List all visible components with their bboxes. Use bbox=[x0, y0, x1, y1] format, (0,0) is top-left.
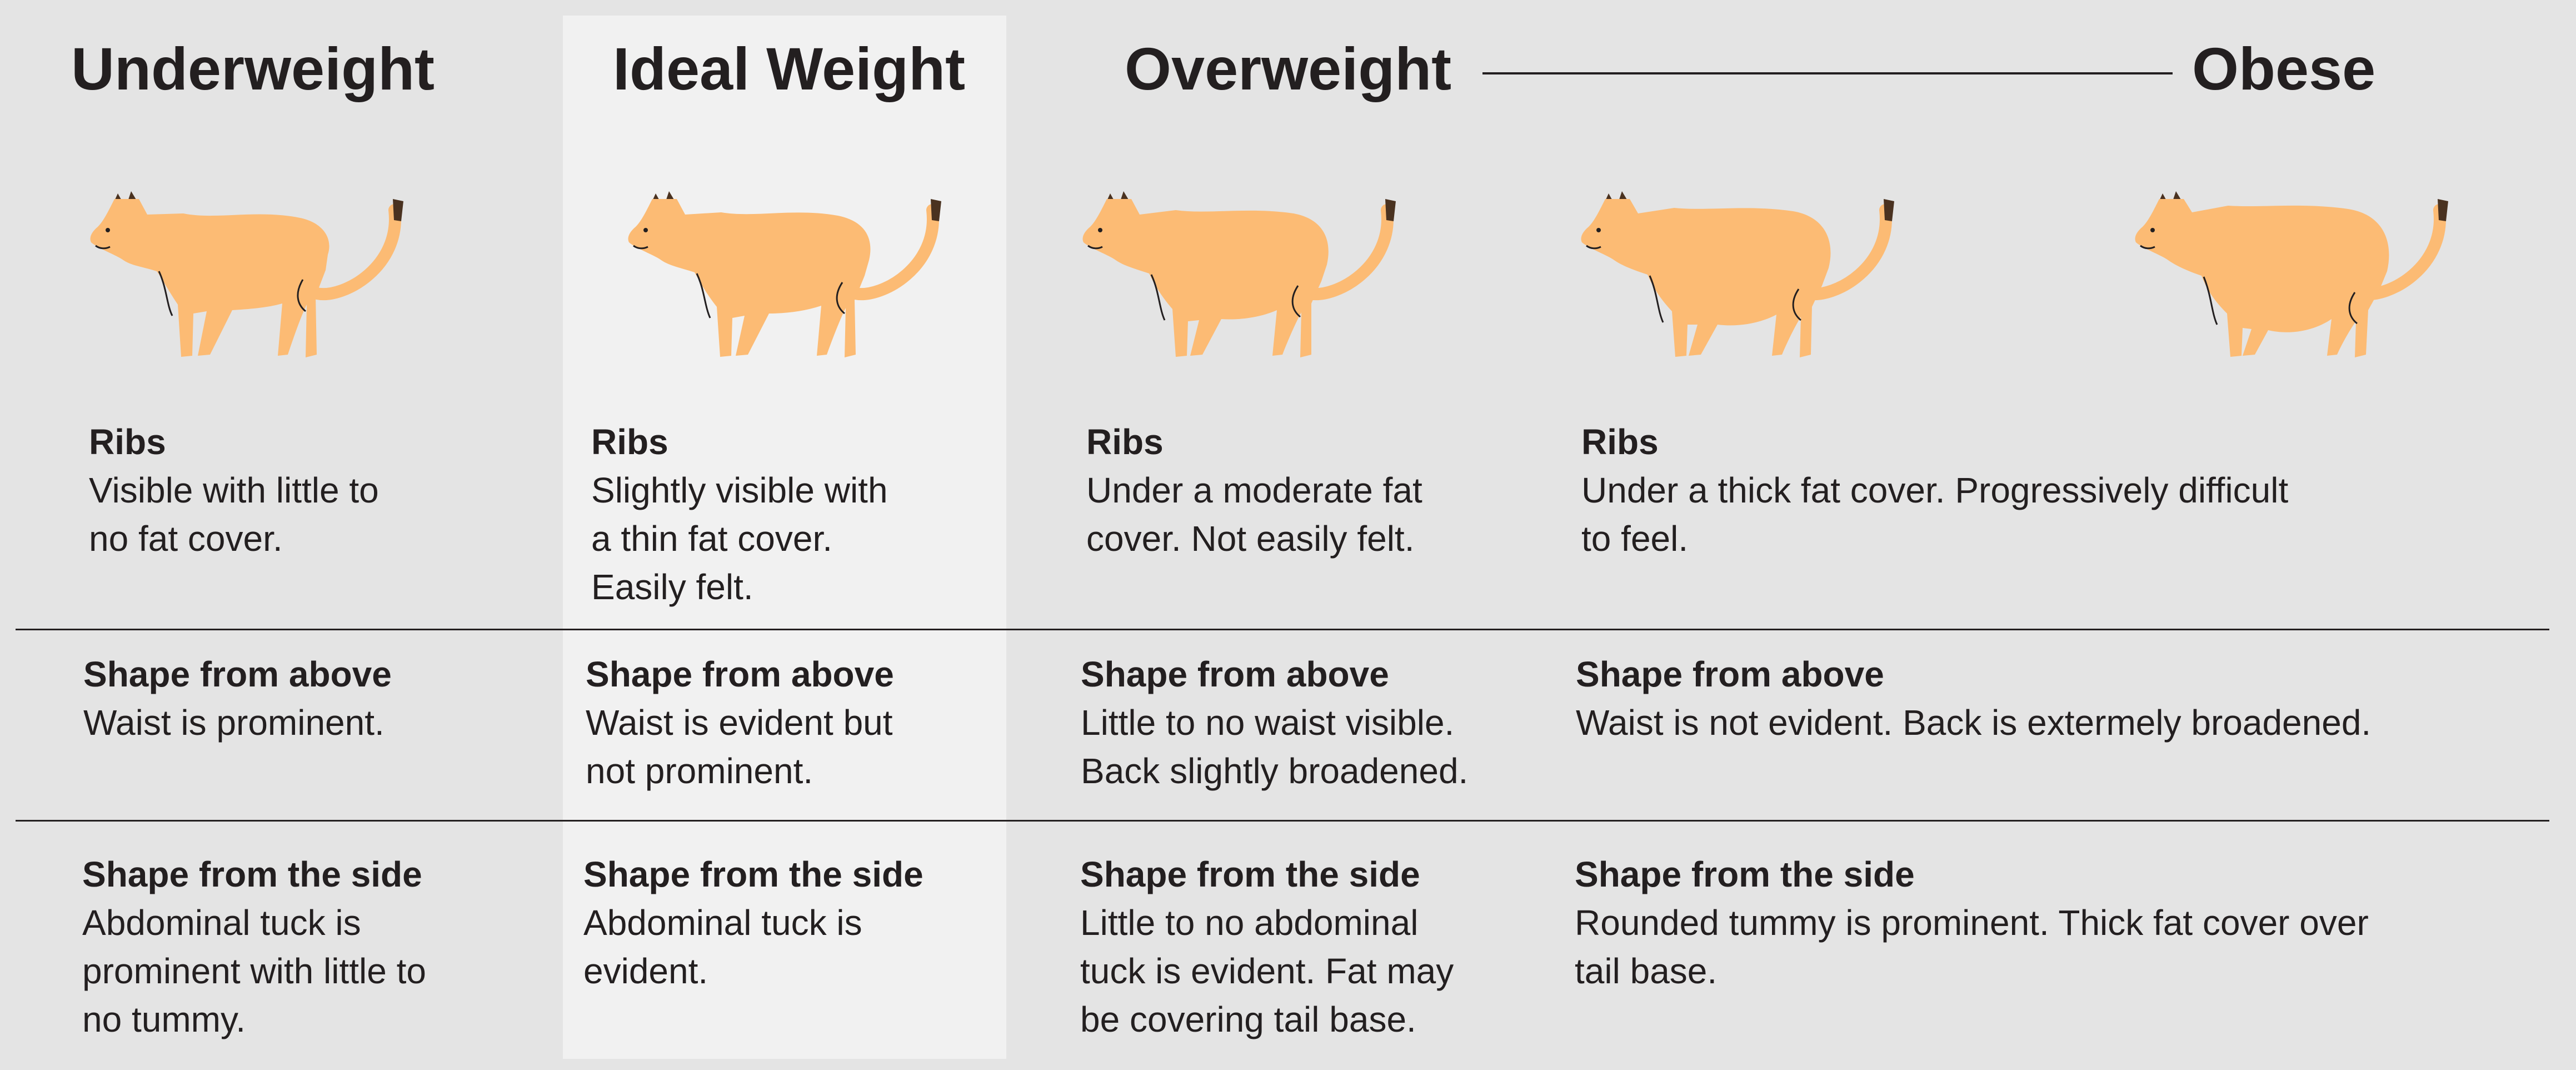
ribs-desc: Slightly visible with a thin fat cover. … bbox=[591, 470, 888, 607]
heading-ideal-weight: Ideal Weight bbox=[613, 35, 966, 102]
above-title: Shape from above bbox=[586, 654, 894, 694]
above-overweight: Shape from above Little to no waist visi… bbox=[1081, 650, 1468, 795]
ribs-underweight: Ribs Visible with little to no fat cover… bbox=[89, 418, 379, 563]
side-underweight: Shape from the side Abdominal tuck is pr… bbox=[82, 850, 426, 1044]
side-title: Shape from the side bbox=[1080, 854, 1420, 894]
above-title: Shape from above bbox=[1576, 654, 1884, 694]
side-obese: Shape from the side Rounded tummy is pro… bbox=[1575, 850, 2369, 996]
ribs-desc: Under a moderate fat cover. Not easily f… bbox=[1086, 470, 1422, 559]
above-ideal: Shape from above Waist is evident but no… bbox=[586, 650, 894, 795]
heading-underweight: Underweight bbox=[71, 35, 435, 102]
above-obese: Shape from above Waist is not evident. B… bbox=[1576, 650, 2371, 747]
ribs-desc: Visible with little to no fat cover. bbox=[89, 470, 379, 559]
cat-obese-icon bbox=[2128, 177, 2473, 366]
row-divider bbox=[16, 629, 2549, 630]
side-overweight: Shape from the side Little to no abdomin… bbox=[1080, 850, 1454, 1044]
side-title: Shape from the side bbox=[583, 854, 923, 894]
side-desc: Rounded tummy is prominent. Thick fat co… bbox=[1575, 903, 2369, 991]
ribs-title: Ribs bbox=[1086, 422, 1164, 462]
ribs-title: Ribs bbox=[591, 422, 668, 462]
overweight-to-obese-range-line bbox=[1482, 72, 2173, 74]
ribs-overweight: Ribs Under a moderate fat cover. Not eas… bbox=[1086, 418, 1422, 563]
above-underweight: Shape from above Waist is prominent. bbox=[83, 650, 392, 747]
above-desc: Waist is prominent. bbox=[83, 703, 385, 743]
heading-obese: Obese bbox=[2192, 35, 2376, 102]
side-title: Shape from the side bbox=[1575, 854, 1915, 894]
above-desc: Waist is evident but not prominent. bbox=[586, 703, 893, 791]
above-title: Shape from above bbox=[83, 654, 392, 694]
ribs-title: Ribs bbox=[89, 422, 166, 462]
side-title: Shape from the side bbox=[82, 854, 422, 894]
side-desc: Little to no abdominal tuck is evident. … bbox=[1080, 903, 1454, 1039]
ribs-desc: Under a thick fat cover. Progressively d… bbox=[1581, 470, 2289, 559]
cat-underweight-icon bbox=[83, 177, 428, 366]
heading-overweight: Overweight bbox=[1125, 35, 1452, 102]
cat-ideal-icon bbox=[621, 177, 966, 366]
side-desc: Abdominal tuck is prominent with little … bbox=[82, 903, 426, 1039]
above-desc: Little to no waist visible. Back slightl… bbox=[1081, 703, 1469, 791]
cat-overweight-icon bbox=[1076, 177, 1420, 366]
ideal-weight-column-highlight bbox=[563, 16, 1006, 1059]
ribs-obese: Ribs Under a thick fat cover. Progressiv… bbox=[1581, 418, 2288, 563]
above-desc: Waist is not evident. Back is extermely … bbox=[1576, 703, 2372, 743]
cat-overweight-heavy-icon bbox=[1574, 177, 1919, 366]
side-ideal: Shape from the side Abdominal tuck is ev… bbox=[583, 850, 923, 996]
side-desc: Abdominal tuck is evident. bbox=[583, 903, 862, 991]
ribs-title: Ribs bbox=[1581, 422, 1659, 462]
above-title: Shape from above bbox=[1081, 654, 1389, 694]
row-divider bbox=[16, 820, 2549, 822]
ribs-ideal: Ribs Slightly visible with a thin fat co… bbox=[591, 418, 888, 611]
